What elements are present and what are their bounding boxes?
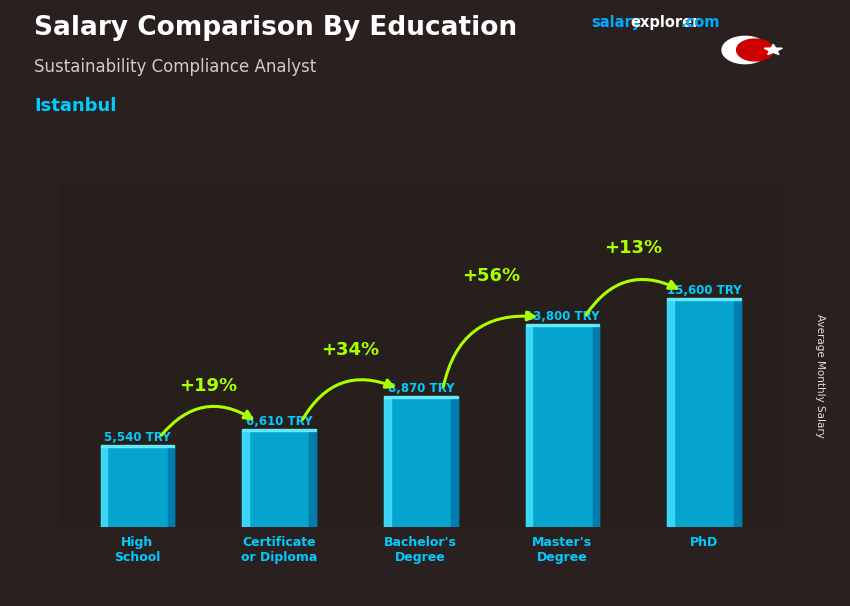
Text: 15,600 TRY: 15,600 TRY	[666, 284, 741, 298]
Text: 6,610 TRY: 6,610 TRY	[246, 415, 312, 428]
Bar	[100, 447, 107, 527]
Text: +56%: +56%	[462, 267, 521, 285]
Text: .com: .com	[680, 15, 719, 30]
Bar	[384, 398, 390, 527]
Text: +34%: +34%	[320, 341, 379, 359]
Polygon shape	[722, 36, 768, 64]
Bar	[242, 431, 249, 527]
Bar	[525, 324, 599, 326]
Bar	[242, 429, 316, 431]
Text: 8,870 TRY: 8,870 TRY	[388, 382, 454, 395]
Bar	[734, 300, 741, 527]
Bar	[100, 447, 174, 527]
Text: +13%: +13%	[604, 239, 662, 257]
Bar	[309, 431, 316, 527]
Bar	[384, 398, 457, 527]
Bar	[384, 396, 457, 398]
Bar	[592, 326, 599, 527]
Text: explorer: explorer	[631, 15, 700, 30]
Bar	[100, 445, 174, 447]
Text: Istanbul: Istanbul	[34, 97, 116, 115]
Text: 5,540 TRY: 5,540 TRY	[104, 431, 171, 444]
Bar	[667, 300, 741, 527]
Text: 13,800 TRY: 13,800 TRY	[525, 310, 599, 324]
Bar	[167, 447, 174, 527]
Text: +19%: +19%	[179, 376, 237, 395]
Text: Salary Comparison By Education: Salary Comparison By Education	[34, 15, 517, 41]
Bar	[451, 398, 457, 527]
Bar	[667, 300, 674, 527]
Text: salary: salary	[591, 15, 641, 30]
Bar	[525, 326, 532, 527]
Bar	[667, 298, 741, 300]
Bar	[242, 431, 316, 527]
Text: Average Monthly Salary: Average Monthly Salary	[815, 314, 825, 438]
Polygon shape	[737, 39, 774, 61]
Text: Sustainability Compliance Analyst: Sustainability Compliance Analyst	[34, 58, 316, 76]
Polygon shape	[764, 44, 782, 55]
Bar	[525, 326, 599, 527]
